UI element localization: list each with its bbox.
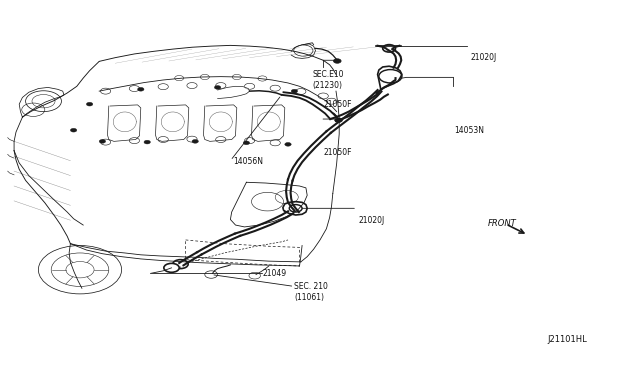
Text: 21050F: 21050F	[323, 148, 352, 157]
Text: 14056N: 14056N	[234, 157, 264, 166]
Circle shape	[296, 89, 306, 94]
Circle shape	[335, 118, 342, 122]
Text: SEC.E10
(21230): SEC.E10 (21230)	[312, 70, 344, 90]
Polygon shape	[378, 66, 402, 89]
Circle shape	[289, 205, 302, 212]
Polygon shape	[230, 182, 307, 227]
Text: 21020J: 21020J	[470, 53, 497, 62]
Circle shape	[232, 74, 241, 80]
Text: 21050F: 21050F	[323, 100, 352, 109]
Circle shape	[144, 140, 150, 144]
Circle shape	[187, 136, 197, 142]
Circle shape	[192, 140, 198, 143]
Text: 14053N: 14053N	[454, 126, 484, 135]
Text: FRONT: FRONT	[488, 219, 516, 228]
Circle shape	[333, 59, 341, 63]
Circle shape	[173, 260, 188, 269]
Circle shape	[243, 141, 250, 145]
Circle shape	[187, 83, 197, 89]
Circle shape	[200, 74, 209, 80]
Circle shape	[291, 89, 298, 93]
Circle shape	[158, 137, 168, 142]
Circle shape	[100, 139, 111, 145]
Circle shape	[99, 140, 106, 143]
Polygon shape	[291, 44, 316, 58]
Circle shape	[318, 93, 328, 99]
Circle shape	[138, 87, 144, 91]
Polygon shape	[218, 86, 250, 99]
Circle shape	[270, 85, 280, 91]
Circle shape	[216, 83, 226, 89]
Circle shape	[129, 86, 140, 92]
Polygon shape	[283, 202, 307, 215]
Circle shape	[244, 83, 255, 89]
Circle shape	[86, 102, 93, 106]
Circle shape	[175, 76, 184, 81]
Text: 21020J: 21020J	[358, 216, 385, 225]
Circle shape	[285, 142, 291, 146]
Circle shape	[158, 84, 168, 90]
Text: J21101HL: J21101HL	[547, 335, 587, 344]
Circle shape	[383, 45, 396, 52]
Circle shape	[270, 140, 280, 146]
Circle shape	[70, 128, 77, 132]
Circle shape	[129, 138, 140, 144]
Text: SEC. 210
(11061): SEC. 210 (11061)	[294, 282, 328, 302]
Circle shape	[164, 263, 179, 272]
Text: 21049: 21049	[262, 269, 287, 278]
Circle shape	[244, 138, 255, 144]
Circle shape	[100, 88, 111, 94]
Circle shape	[214, 86, 221, 89]
Circle shape	[216, 137, 226, 142]
Circle shape	[258, 76, 267, 81]
Circle shape	[326, 98, 337, 104]
